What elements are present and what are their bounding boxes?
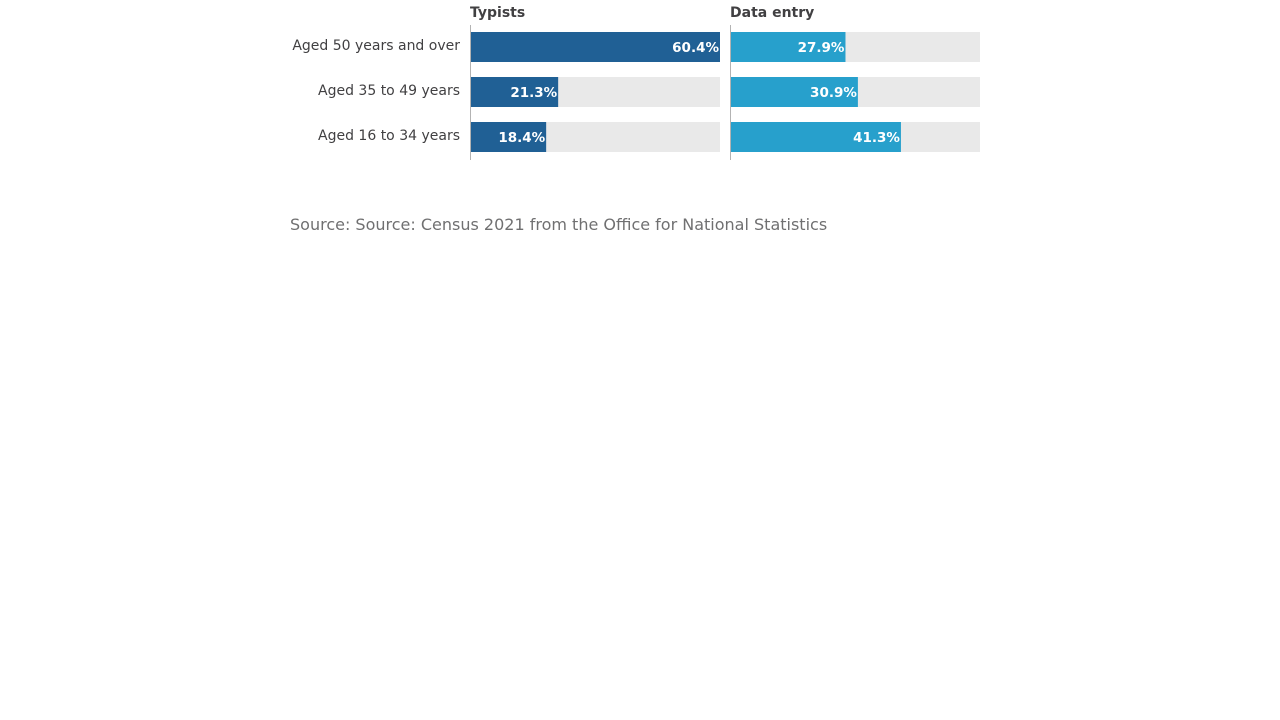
- data-label: 21.3%: [510, 85, 557, 101]
- bar: [730, 77, 858, 107]
- panel-title: Data entry: [730, 5, 814, 21]
- bar: [470, 122, 547, 152]
- data-label: 18.4%: [498, 130, 545, 146]
- panel-title: Typists: [470, 5, 525, 21]
- category-label: Aged 35 to 49 years: [318, 83, 460, 99]
- data-label: 60.4%: [672, 40, 719, 56]
- data-label: 30.9%: [810, 85, 857, 101]
- category-label: Aged 50 years and over: [292, 38, 460, 54]
- bar: [730, 122, 901, 152]
- bar: [470, 32, 720, 62]
- source-note: Source: Source: Census 2021 from the Off…: [290, 215, 828, 234]
- category-label: Aged 16 to 34 years: [318, 128, 460, 144]
- data-label: 41.3%: [853, 130, 900, 146]
- bar-chart: Aged 50 years and over Aged 35 to 49 year…: [292, 5, 980, 160]
- bar: [470, 77, 559, 107]
- bar: [730, 32, 846, 62]
- data-label: 27.9%: [798, 40, 845, 56]
